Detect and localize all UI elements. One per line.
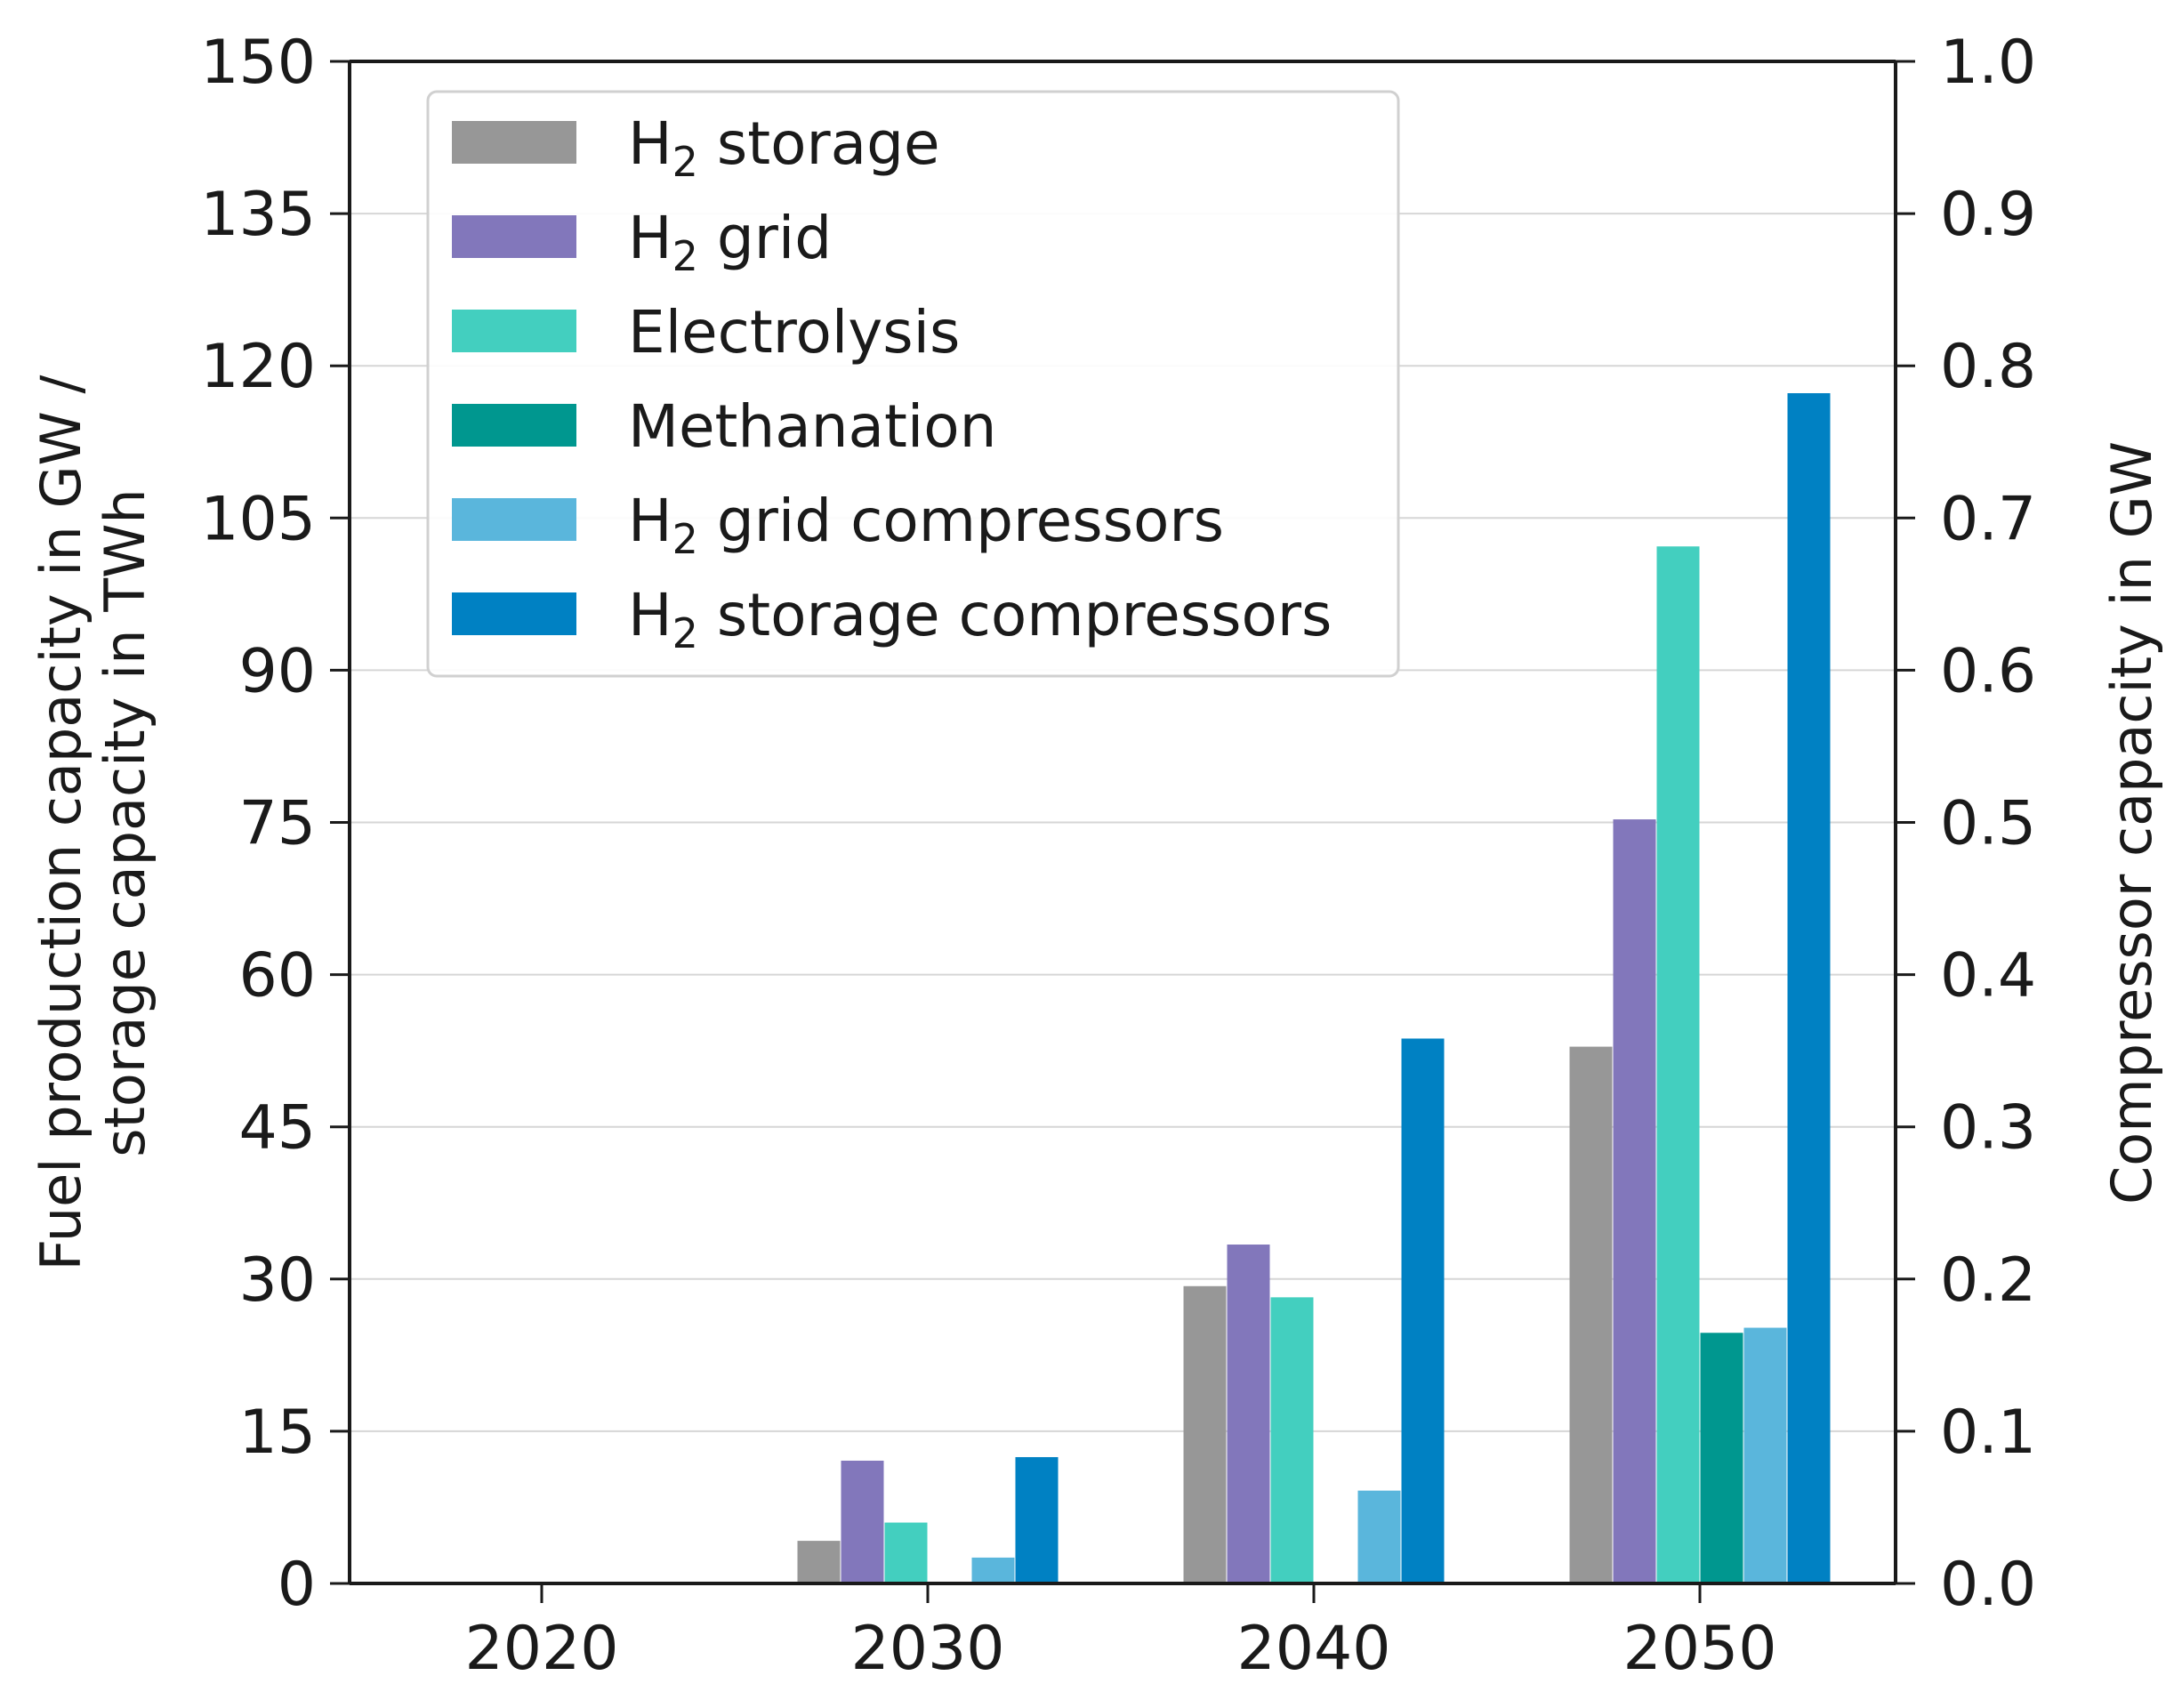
legend-label-subscript: 2 [672,232,698,280]
legend-swatch [452,215,576,258]
legend-label-base: H [628,581,672,649]
y-left-tick-label: 135 [200,180,316,250]
y-right-tick-label: 0.3 [1940,1093,2036,1164]
bar [1743,1327,1787,1583]
bar [1700,1333,1743,1583]
legend-label-rest: storage compressors [698,581,1333,649]
y-left-tick-label: 105 [200,484,316,554]
legend-label: Methanation [628,392,996,461]
y-left-axis-title-line: Fuel production capacity in GW / [28,375,93,1270]
y-right-tick-label: 0.9 [1940,180,2036,250]
legend-box [426,90,1400,678]
bar [841,1460,884,1583]
bar [884,1522,928,1583]
legend-label-subscript: 2 [672,138,698,186]
legend-label: H2 grid [628,204,832,280]
legend-swatch [452,404,576,447]
legend-swatch [452,310,576,352]
axes: 0 15 30 45 60 75 90 105 120 135 150 0.0 0.1 0.2 0.3 0.4… [28,28,2164,1684]
y-left-axis-title: Fuel production capacity in GW /storage … [28,375,157,1270]
bar [1787,392,1831,1583]
legend-label-rest: grid compressors [698,487,1224,555]
bar [971,1557,1015,1583]
legend-label-base: H [628,487,672,555]
legend-swatch [452,592,576,635]
y-right-tick-label: 0.5 [1940,789,2036,859]
y-left-tick-label: 15 [238,1398,316,1468]
y-left-tick-label: 75 [238,789,316,859]
bars [797,392,1831,1583]
y-left-tick-label: 0 [278,1550,316,1620]
y-right-axis-title: Compressor capacity in GW [2099,441,2164,1204]
y-left-tick-label: 30 [238,1245,316,1316]
y-right-tick-label: 0.6 [1940,636,2036,706]
legend-label: Electrolysis [628,298,960,367]
y-left-tick-label: 120 [200,332,316,402]
y-right-tick-label: 0.7 [1940,484,2036,554]
legend-label: H2 grid compressors [628,487,1224,563]
legend-label-rest: grid [698,204,832,272]
legend-label-base: H [628,109,672,178]
legend-label-base: Methanation [628,392,996,461]
x-tick-label: 2040 [1236,1614,1390,1684]
bar [1613,819,1656,1583]
legend-label: H2 storage [628,109,940,186]
bar [1569,1046,1613,1583]
bar [797,1541,841,1583]
bar [1270,1297,1314,1583]
legend-label-subscript: 2 [672,515,698,563]
bar [1401,1038,1445,1583]
y-left-tick-label: 45 [238,1093,316,1164]
bar [1183,1285,1227,1583]
bar [1357,1490,1401,1583]
legend-label-base: H [628,204,672,272]
legend-label-base: Electrolysis [628,298,960,367]
y-left-tick-label: 90 [238,636,316,706]
y-left-tick-label: 60 [238,941,316,1011]
y-right-tick-label: 0.2 [1940,1245,2036,1316]
bar [1227,1245,1270,1583]
legend-label: H2 storage compressors [628,581,1332,657]
y-left-tick-label: 150 [200,28,316,98]
x-tick-label: 2050 [1622,1614,1776,1684]
y-right-tick-label: 0.0 [1940,1550,2036,1620]
y-right-tick-label: 0.4 [1940,941,2036,1011]
legend-label-subscript: 2 [672,609,698,657]
legend-swatch [452,498,576,541]
legend-swatch [452,121,576,164]
x-tick-label: 2030 [850,1614,1004,1684]
y-right-tick-label: 1.0 [1940,28,2036,98]
y-left-axis-title-line: storage capacity in TWh [93,488,157,1156]
y-right-tick-label: 0.8 [1940,332,2036,402]
y-right-tick-label: 0.1 [1940,1398,2036,1468]
bar [1015,1456,1059,1583]
x-tick-label: 2020 [464,1614,618,1684]
bar [1656,546,1700,1583]
legend-label-rest: storage [698,109,940,178]
